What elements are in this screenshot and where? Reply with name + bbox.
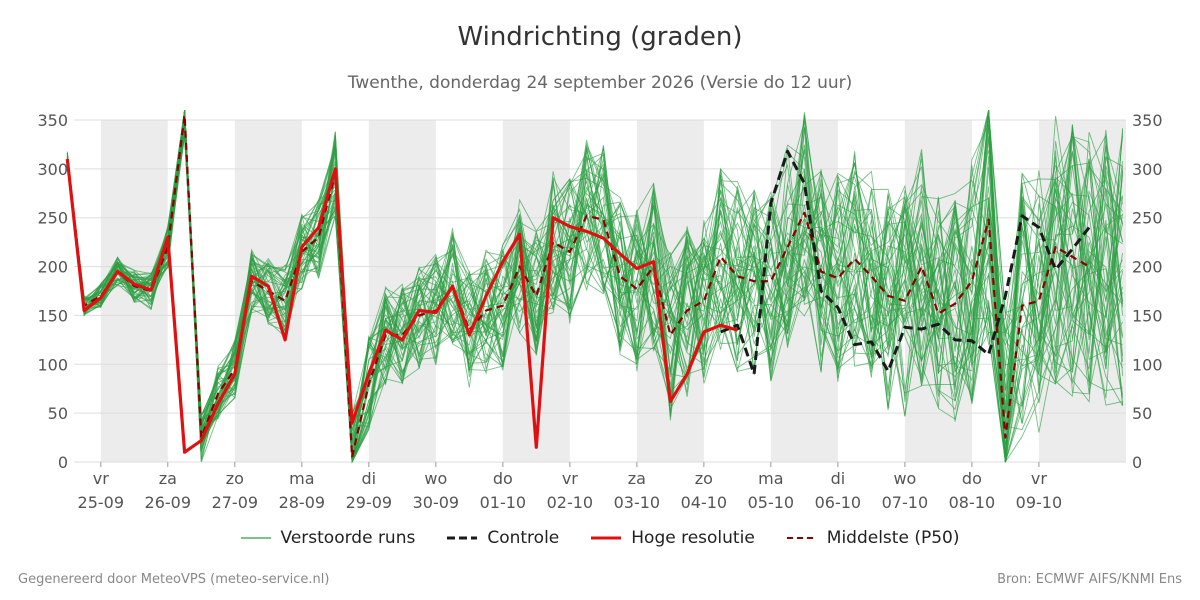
y-tick-label-left: 200 — [37, 258, 68, 277]
x-tick-date: 04-10 — [681, 493, 728, 512]
y-tick-label-left: 250 — [37, 209, 68, 228]
x-tick-day: za — [159, 469, 177, 488]
x-tick-date: 03-10 — [614, 493, 661, 512]
legend-item-hires: Hoge resolutie — [591, 528, 755, 548]
y-tick-label-left: 100 — [37, 355, 68, 374]
y-tick-label-right: 100 — [1132, 355, 1163, 374]
legend-label-ensemble: Verstoorde runs — [280, 528, 416, 548]
x-tick-day: do — [962, 469, 982, 488]
x-tick-day: vr — [1031, 469, 1047, 488]
legend: Verstoorde runs Controle Hoge resolutie … — [0, 528, 1200, 548]
x-tick-day: di — [362, 469, 377, 488]
ensemble-run-line — [66, 110, 1123, 464]
control-line — [720, 149, 1091, 376]
x-tick-date: 30-09 — [413, 493, 460, 512]
x-tick-day: di — [831, 469, 846, 488]
y-tick-label-right: 50 — [1132, 404, 1152, 423]
x-tick-date: 25-09 — [78, 493, 125, 512]
legend-swatch-hires — [591, 536, 622, 540]
x-tick-day: zo — [226, 469, 244, 488]
x-tick-date: 06-10 — [815, 493, 862, 512]
x-tick-date: 05-10 — [748, 493, 795, 512]
x-tick-date: 29-09 — [346, 493, 393, 512]
ensemble-run-line — [66, 122, 1124, 463]
footer-source: Bron: ECMWF AIFS/KNMI Ens — [997, 572, 1182, 587]
y-tick-label-right: 300 — [1132, 160, 1163, 179]
y-tick-label-left: 150 — [37, 306, 68, 325]
chart-title: Windrichting (graden) — [457, 22, 743, 52]
x-tick-date: 27-09 — [212, 493, 259, 512]
y-tick-label-right: 350 — [1132, 111, 1163, 130]
x-tick-date: 07-10 — [882, 493, 929, 512]
x-tick-date: 02-10 — [547, 493, 594, 512]
legend-label-hires: Hoge resolutie — [631, 528, 755, 548]
x-tick-day: ma — [289, 469, 314, 488]
x-tick-day: ma — [758, 469, 783, 488]
legend-label-median: Middelste (P50) — [826, 528, 960, 548]
y-tick-label-left: 300 — [37, 160, 68, 179]
y-tick-label-right: 0 — [1132, 453, 1142, 472]
y-tick-label-left: 50 — [48, 404, 68, 423]
footer-generated-by: Gegenereerd door MeteoVPS (meteo-service… — [18, 572, 330, 587]
chart-subtitle: Twenthe, donderdag 24 september 2026 (Ve… — [347, 73, 853, 93]
hires-line — [65, 158, 738, 454]
x-tick-day: zo — [695, 469, 713, 488]
legend-item-ensemble: Verstoorde runs — [240, 528, 416, 548]
x-tick-date: 01-10 — [480, 493, 527, 512]
main-series-lines — [65, 113, 1091, 459]
legend-swatch-control — [447, 536, 478, 540]
x-tick-day: wo — [424, 469, 447, 488]
y-tick-label-left: 350 — [37, 111, 68, 130]
legend-label-control: Controle — [487, 528, 560, 548]
x-tick-day: wo — [893, 469, 916, 488]
y-tick-label-right: 250 — [1132, 209, 1163, 228]
y-tick-label-left: 0 — [58, 453, 68, 472]
legend-swatch-ensemble — [240, 537, 271, 539]
x-tick-day: za — [628, 469, 646, 488]
x-tick-date: 09-10 — [1016, 493, 1063, 512]
y-tick-label-right: 200 — [1132, 258, 1163, 277]
x-tick-date: 26-09 — [145, 493, 192, 512]
axis-labels: 0 0 50 50 100 100 150 150 200 200 250 250 300 300 350 3… — [37, 111, 1162, 512]
y-tick-label-right: 150 — [1132, 306, 1163, 325]
x-tick-date: 28-09 — [279, 493, 326, 512]
x-tick-day: vr — [93, 469, 109, 488]
x-tick-day: vr — [562, 469, 578, 488]
legend-item-median: Middelste (P50) — [786, 528, 960, 548]
x-tick-date: 08-10 — [949, 493, 996, 512]
legend-item-control: Controle — [447, 528, 559, 548]
legend-swatch-median — [786, 537, 817, 539]
x-tick-day: do — [493, 469, 513, 488]
